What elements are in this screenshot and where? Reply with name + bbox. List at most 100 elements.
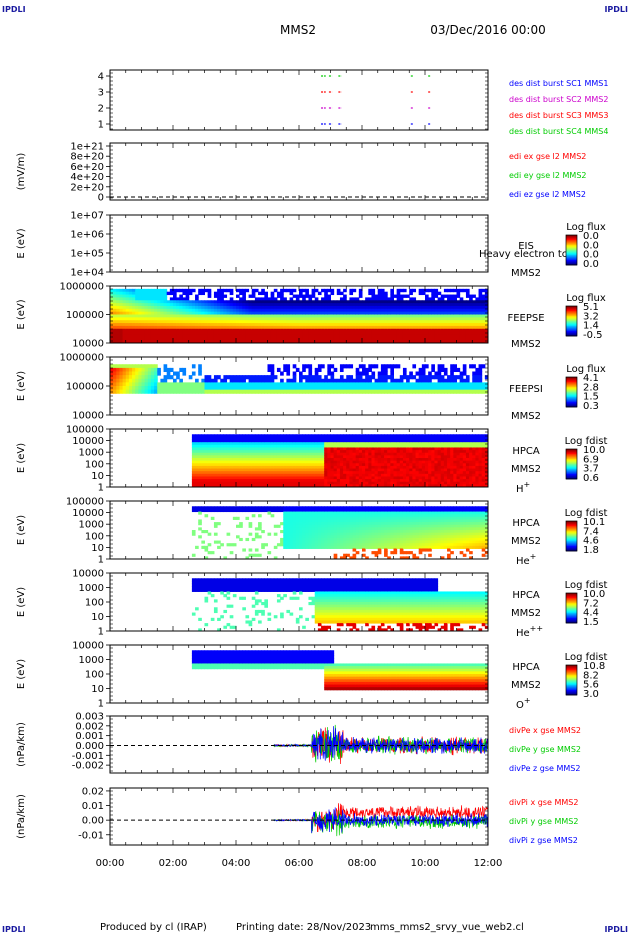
heatmap-cell	[421, 484, 426, 488]
heatmap-cell	[362, 455, 366, 459]
heatmap-cell	[264, 291, 268, 296]
heatmap-cell	[261, 325, 265, 330]
heatmap-cell	[173, 305, 177, 310]
heatmap-cell	[289, 434, 294, 438]
heatmap-cell	[110, 288, 114, 293]
heatmap-cell	[425, 455, 429, 459]
colorbar-tick-label: 0.0	[583, 259, 599, 270]
heatmap-cell	[377, 434, 382, 438]
heatmap-cell	[302, 450, 306, 454]
heatmap-cell	[188, 323, 193, 327]
heatmap-cell	[270, 460, 275, 464]
heatmap-cell	[232, 479, 237, 483]
colorbar-step	[566, 318, 577, 321]
heatmap-cell	[239, 291, 243, 296]
heatmap-cell	[245, 458, 250, 462]
heatmap-cell	[374, 331, 379, 335]
heatmap-cell	[365, 450, 369, 454]
colorbar-tick-label: 4.1	[583, 373, 599, 384]
heatmap-cell	[232, 320, 237, 324]
heatmap-cell	[333, 320, 338, 324]
heatmap-cell	[163, 314, 168, 318]
legend-entry: edi ez gse l2 MMS2	[509, 190, 586, 199]
heatmap-cell	[425, 479, 429, 483]
heatmap-cell	[465, 331, 470, 335]
heatmap-cell	[286, 473, 291, 477]
heatmap-cell	[393, 460, 398, 464]
heatmap-cell	[330, 288, 335, 293]
heatmap-cell	[261, 436, 265, 441]
heatmap-cell	[308, 328, 313, 333]
heatmap-cell	[207, 378, 212, 383]
heatmap-cell	[220, 294, 224, 298]
heatmap-cell	[352, 288, 357, 293]
heatmap-cell	[204, 303, 209, 307]
heatmap-cell	[223, 314, 228, 318]
heatmap-cell	[232, 382, 237, 387]
heatmap-cell	[236, 389, 240, 394]
heatmap-cell	[217, 479, 221, 483]
y-tick-label: 2	[98, 104, 104, 115]
heatmap-cell	[122, 337, 127, 341]
heatmap-cell	[201, 328, 205, 333]
heatmap-cell	[207, 463, 212, 467]
heatmap-cell	[428, 323, 432, 327]
heatmap-cell	[368, 460, 372, 464]
heatmap-cell	[110, 317, 114, 321]
heatmap-cell	[330, 382, 335, 387]
heatmap-cell	[434, 294, 439, 298]
heatmap-cell	[330, 328, 335, 333]
heatmap-cell	[207, 375, 212, 380]
heatmap-cell	[327, 468, 331, 472]
heatmap-cell	[481, 288, 486, 293]
heatmap-cell	[305, 317, 309, 321]
heatmap-cell	[371, 340, 376, 344]
heatmap-cell	[327, 434, 331, 438]
heatmap-cell	[302, 337, 306, 341]
heatmap-cell	[336, 382, 341, 387]
heatmap-cell	[358, 447, 363, 451]
heatmap-cell	[443, 382, 448, 387]
heatmap-cell	[311, 463, 316, 467]
heatmap-cell	[232, 325, 237, 330]
heatmap-cell	[173, 317, 177, 321]
heatmap-cell	[425, 288, 429, 293]
heatmap-cell	[374, 317, 379, 321]
heatmap-cell	[248, 325, 253, 330]
heatmap-cell	[251, 450, 256, 454]
heatmap-cell	[447, 308, 451, 313]
heatmap-cell	[384, 334, 388, 338]
heatmap-cell	[371, 479, 376, 483]
heatmap-cell	[437, 308, 442, 313]
y-tick-label: 3	[98, 88, 104, 99]
heatmap-cell	[122, 300, 127, 304]
heatmap-cell	[141, 317, 146, 321]
colorbar-step	[566, 237, 577, 240]
heatmap-cell	[352, 463, 357, 467]
heatmap-cell	[270, 382, 275, 387]
heatmap-cell	[355, 455, 360, 459]
heatmap-cell	[258, 452, 262, 456]
heatmap-cell	[248, 476, 253, 480]
heatmap-cell	[336, 305, 341, 310]
heatmap-cell	[223, 460, 228, 464]
heatmap-cell	[286, 386, 291, 391]
heatmap-cell	[393, 458, 398, 462]
heatmap-cell	[258, 334, 262, 338]
heatmap-cell	[135, 367, 139, 373]
heatmap-cell	[349, 314, 354, 318]
heatmap-cell	[352, 325, 357, 330]
heatmap-cell	[173, 371, 177, 376]
heatmap-cell	[245, 444, 250, 448]
heatmap-cell	[141, 314, 146, 318]
heatmap-cell	[393, 334, 398, 338]
heatmap-cell	[453, 297, 457, 301]
heatmap-cell	[201, 460, 205, 464]
heatmap-cell	[330, 458, 335, 462]
heatmap-cell	[110, 294, 114, 298]
heatmap-cell	[147, 305, 152, 310]
heatmap-cell	[201, 479, 205, 483]
heatmap-cell	[434, 476, 439, 480]
heatmap-cell	[387, 334, 391, 338]
heatmap-cell	[406, 484, 410, 488]
